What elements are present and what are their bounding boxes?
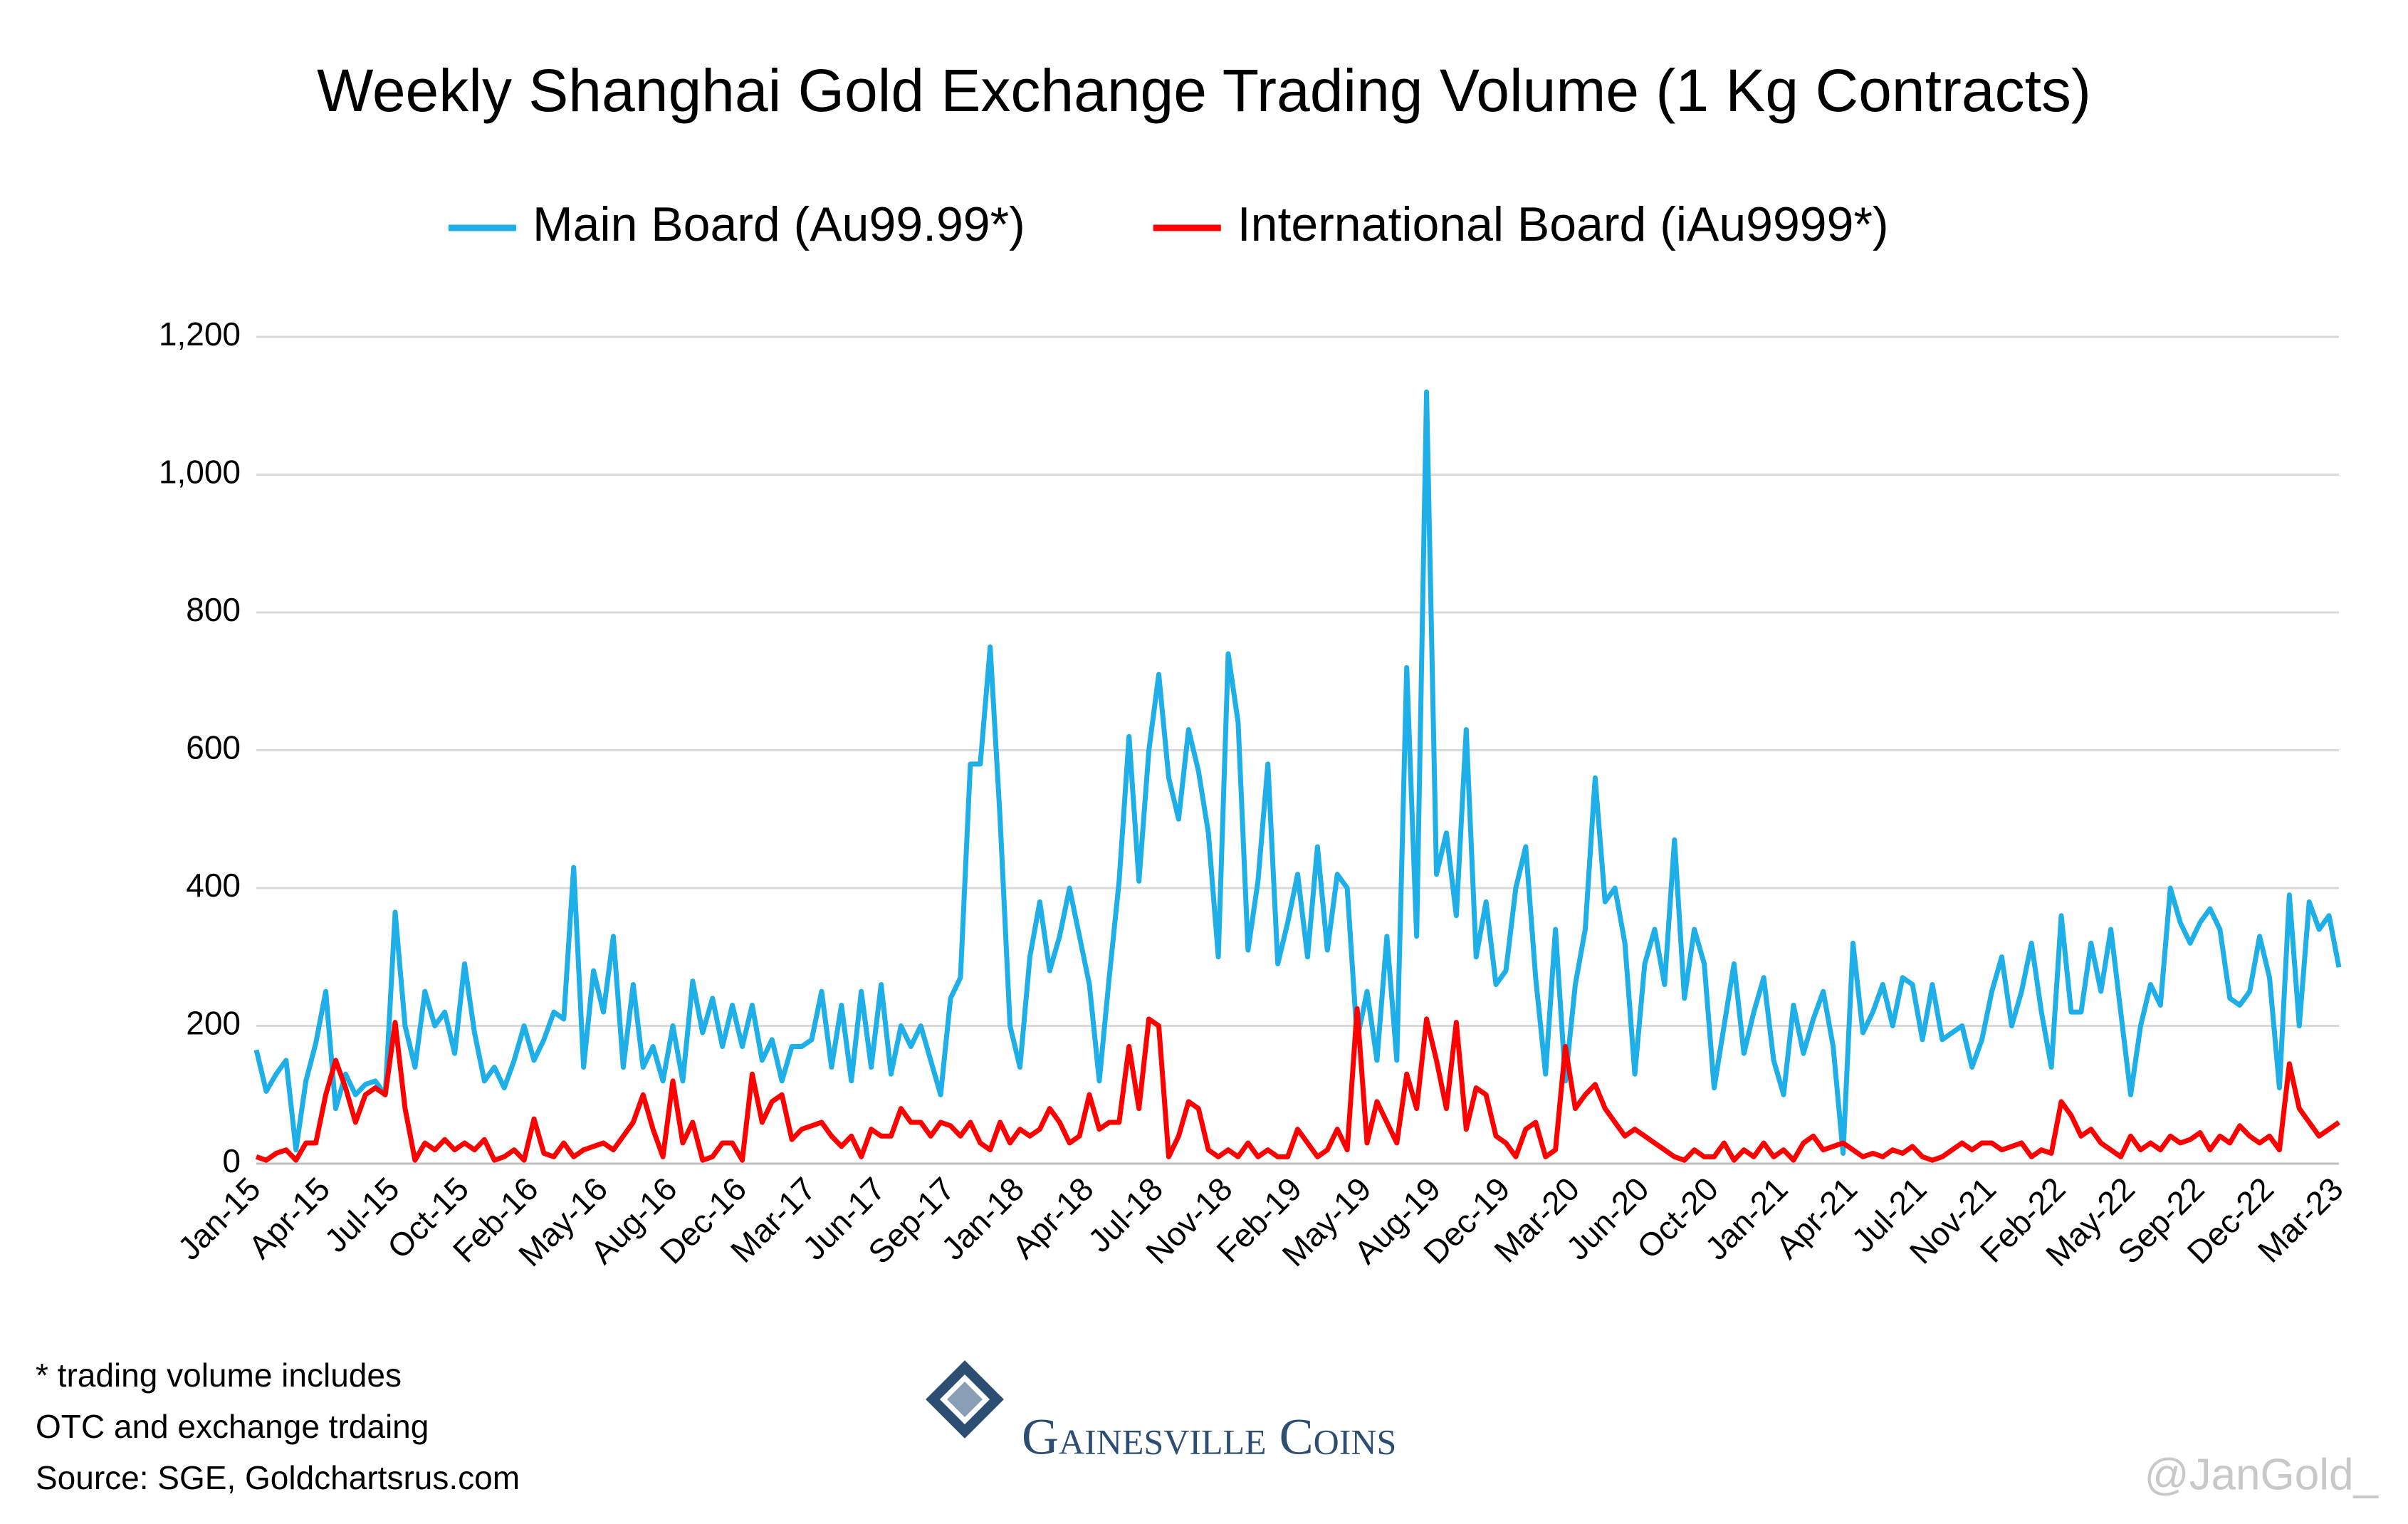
chart-title: Weekly Shanghai Gold Exchange Trading Vo… bbox=[317, 57, 2091, 124]
y-tick-label: 400 bbox=[186, 867, 241, 904]
brand-logo: Gainesville Coins bbox=[926, 1360, 1396, 1466]
y-tick-label: 200 bbox=[186, 1005, 241, 1042]
watermark: @JanGold_ bbox=[2145, 1450, 2380, 1499]
footnotes: * trading volume includes OTC and exchan… bbox=[36, 1357, 520, 1496]
y-tick-label: 800 bbox=[186, 591, 241, 628]
y-tick-label: 1,000 bbox=[159, 454, 241, 491]
footnote: OTC and exchange trdaing bbox=[36, 1408, 429, 1445]
legend-label: Main Board (Au99.99*) bbox=[533, 197, 1025, 251]
y-tick-label: 1,200 bbox=[159, 315, 241, 353]
legend: Main Board (Au99.99*) International Board… bbox=[449, 197, 1889, 251]
footnote: Source: SGE, Goldchartsrus.com bbox=[36, 1459, 520, 1496]
legend-label: International Board (iAu9999*) bbox=[1237, 197, 1889, 251]
y-tick-label: 0 bbox=[222, 1142, 241, 1179]
brand-name: Gainesville Coins bbox=[1022, 1409, 1396, 1466]
y-tick-label: 600 bbox=[186, 729, 241, 766]
series-line bbox=[255, 1006, 2340, 1163]
series-line bbox=[253, 389, 2342, 1156]
footnote: * trading volume includes bbox=[36, 1357, 402, 1394]
